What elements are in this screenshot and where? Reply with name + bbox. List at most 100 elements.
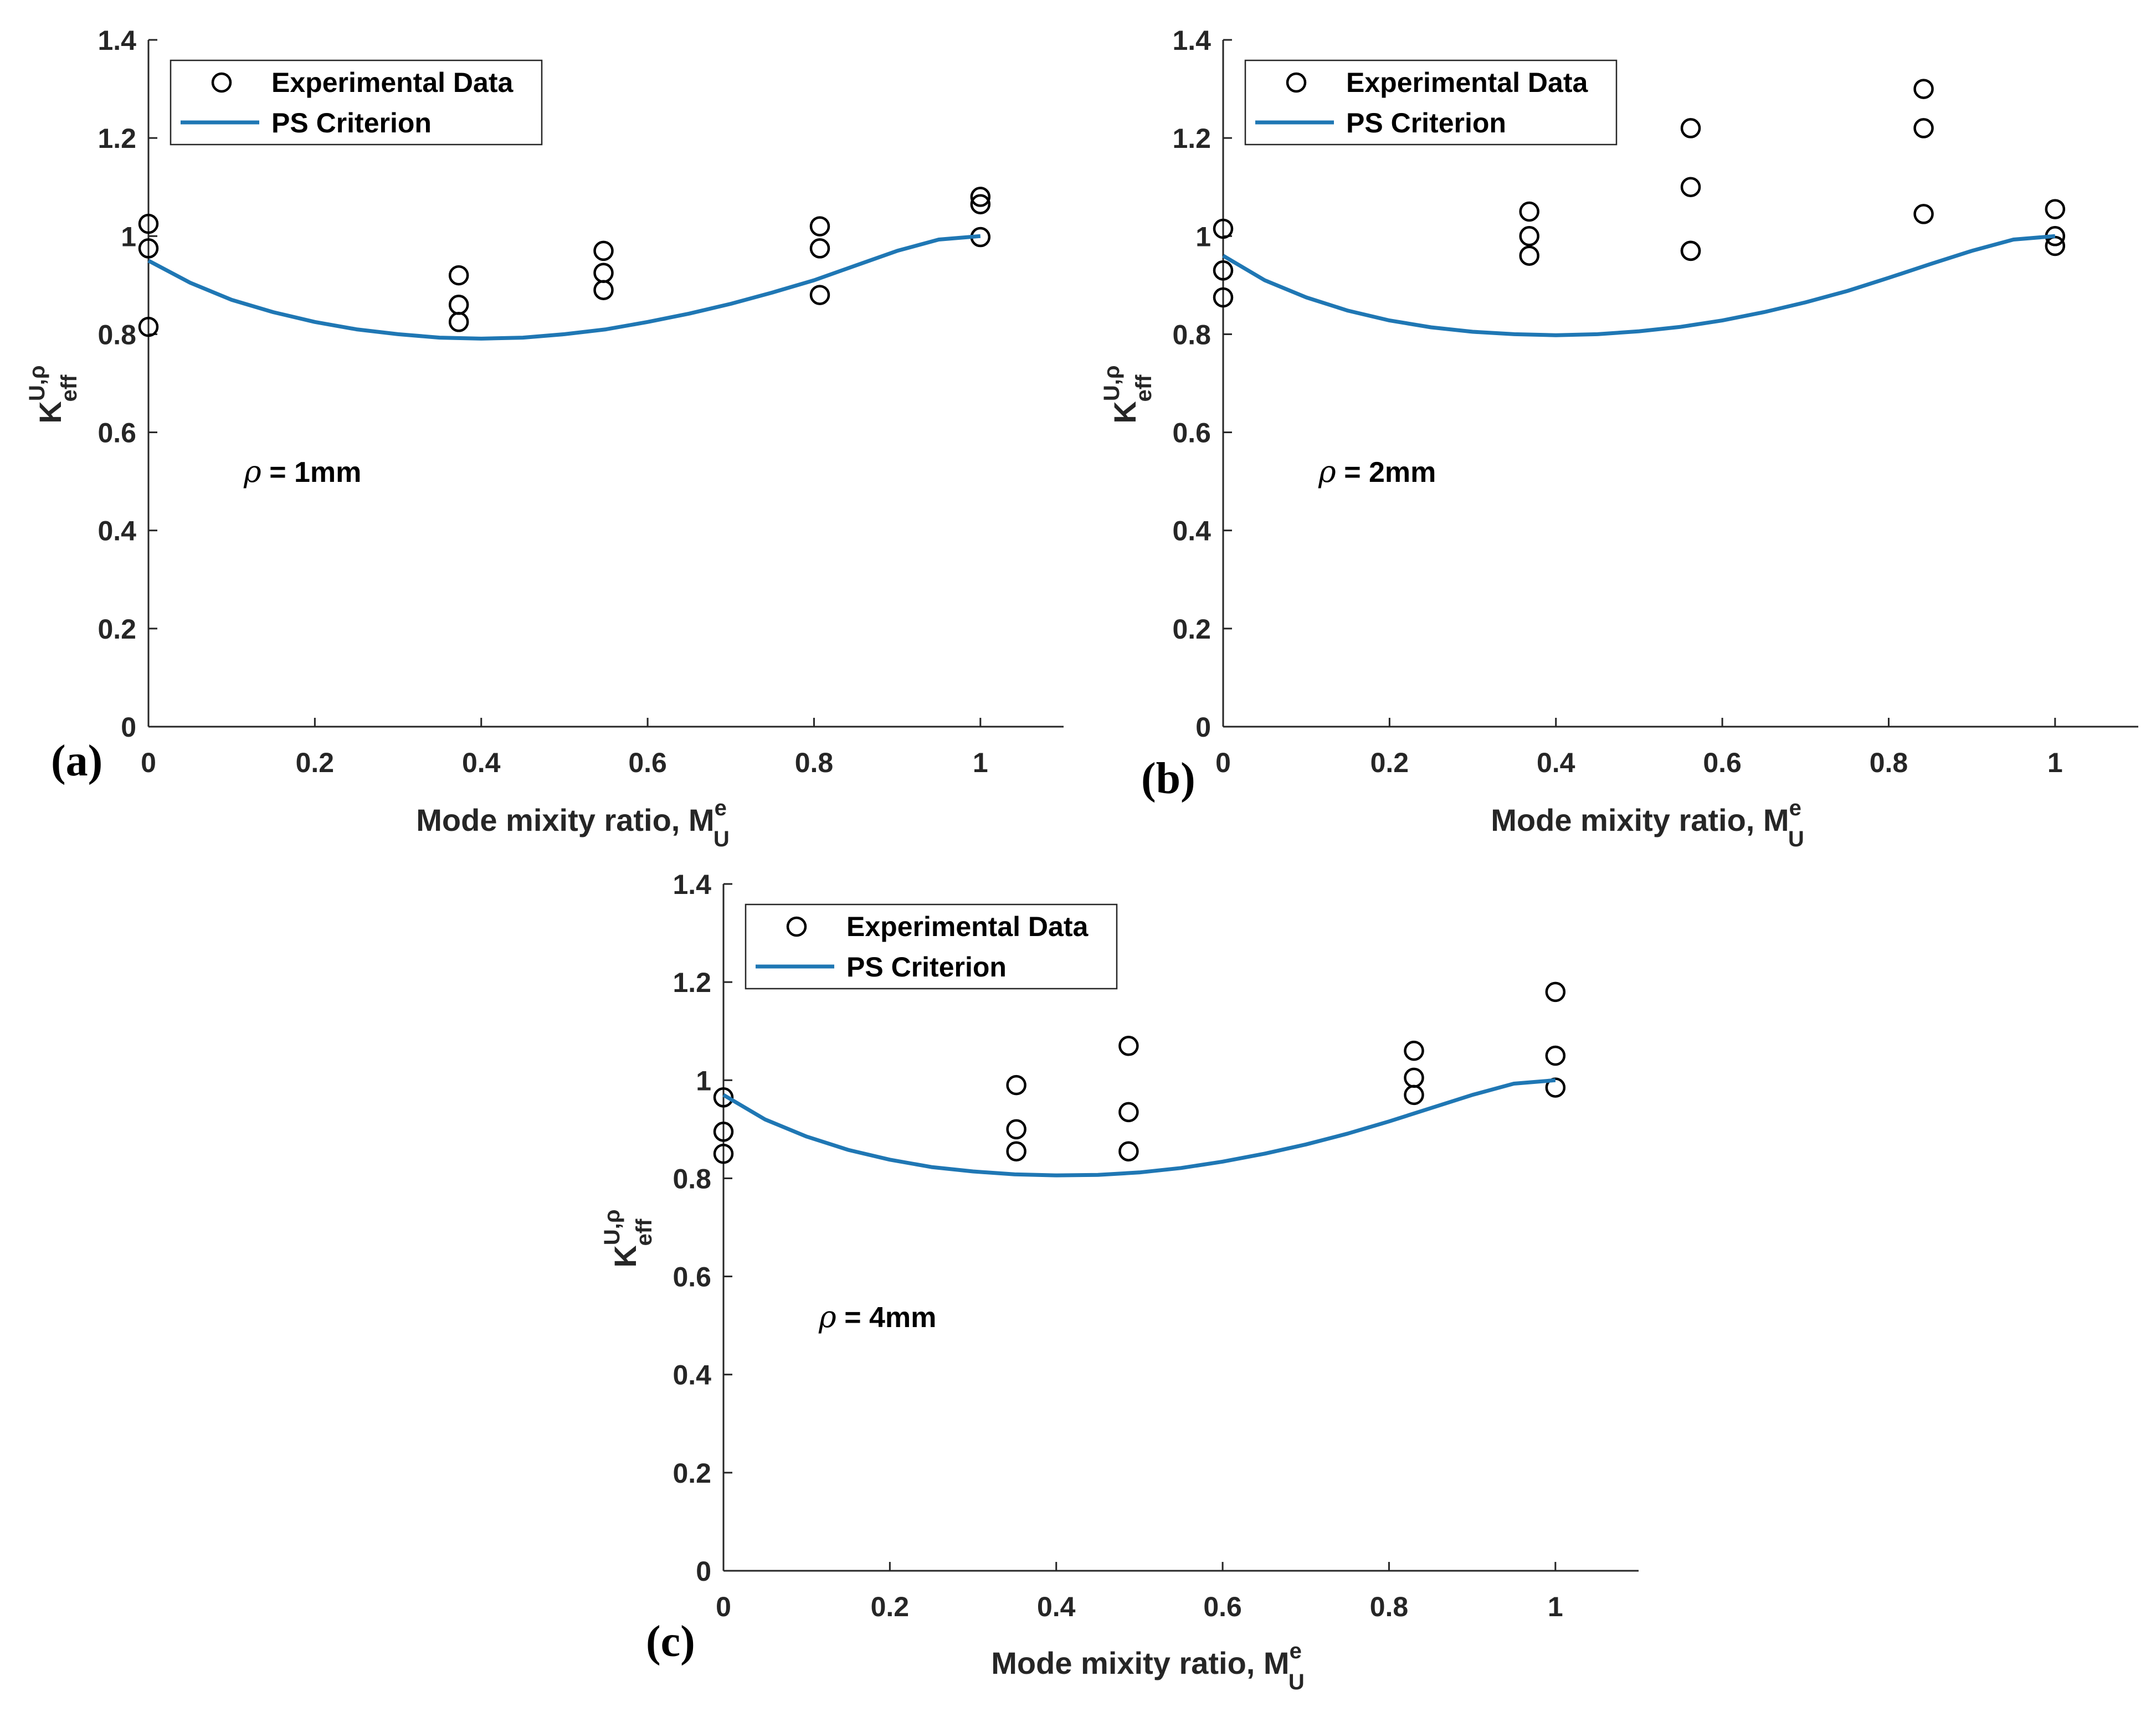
data-point [1213, 260, 1234, 281]
y-tick-label: 0.8 [673, 1163, 711, 1194]
y-tick-label: 0.2 [97, 614, 136, 645]
y-tick-label: 0.4 [1172, 516, 1211, 547]
x-tick-label: 0.8 [1870, 747, 1908, 778]
legend-entry-ps: PS Criterion [846, 952, 1007, 983]
data-point [1404, 1067, 1424, 1088]
data-point [138, 213, 159, 234]
legend: Experimental Data PS Criterion [745, 903, 1118, 990]
legend-entry-ps: PS Criterion [1346, 107, 1506, 138]
ps-criterion-line [722, 1078, 1556, 1178]
x-tick-label: 0.6 [1203, 1591, 1242, 1622]
data-point [448, 295, 469, 315]
y-tick-label: 0.6 [1172, 418, 1211, 449]
data-point [809, 216, 830, 237]
x-axis-label: Mode mixity ratio, Me U [416, 796, 729, 851]
data-point [448, 312, 469, 332]
data-point [1006, 1141, 1026, 1161]
y-tick-label: 1.2 [673, 967, 711, 998]
legend-box [745, 903, 1118, 990]
legend-entry-experimental: Experimental Data [1346, 67, 1588, 98]
data-point [1519, 226, 1539, 246]
y-tick-label: 0.6 [673, 1262, 711, 1293]
y-tick-label: 0.8 [97, 319, 136, 350]
y-axis-label: KU,ρ eff [25, 365, 81, 423]
data-point [713, 1087, 734, 1108]
y-axis-label: KU,ρ eff [600, 1209, 656, 1267]
data-point [1404, 1084, 1424, 1106]
x-tick-label: 0.2 [296, 747, 335, 778]
ps-criterion-line [1222, 234, 2056, 337]
y-tick-label: 1.2 [1172, 123, 1211, 154]
data-point [809, 285, 830, 305]
data-point [1213, 218, 1234, 239]
data-point [2045, 199, 2066, 219]
y-tick-label: 1 [121, 221, 136, 252]
data-point [1913, 204, 1934, 224]
legend-box [170, 59, 543, 146]
y-tick-label: 0 [1195, 712, 1211, 743]
rho-annotation: ρ = 4mm [818, 1299, 936, 1334]
data-point [593, 263, 614, 283]
rho-annotation: ρ = 1mm [243, 454, 361, 489]
legend-box [1244, 59, 1618, 146]
data-point [138, 316, 159, 337]
x-tick-label: 1 [2047, 747, 2063, 778]
x-tick-label: 0.8 [795, 747, 834, 778]
x-tick-label: 1 [1548, 1591, 1563, 1622]
x-tick-label: 0.2 [1370, 747, 1409, 778]
y-tick-label: 0.6 [97, 418, 136, 449]
x-tick-label: 0.4 [1037, 1591, 1076, 1622]
y-tick-label: 0.8 [1172, 319, 1211, 350]
ps-criterion-line [147, 234, 981, 341]
data-point [713, 1143, 734, 1164]
y-tick-label: 1.4 [1172, 25, 1211, 56]
rho-annotation: ρ = 2mm [1318, 454, 1436, 489]
x-tick-label: 0.8 [1370, 1591, 1409, 1622]
data-point [138, 238, 159, 259]
chart-panel-a: 0 0.2 0.4 0.6 0.8 1 1.2 1.4 0 0.2 0.4 0.6 0.8 1 Experi… [25, 25, 1064, 851]
data-point [1213, 287, 1234, 308]
legend-entry-ps: PS Criterion [271, 107, 432, 138]
y-tick-label: 0.4 [97, 516, 136, 547]
legend-marker-circle [786, 916, 807, 937]
y-tick-label: 1.4 [97, 25, 136, 56]
y-tick-label: 1 [1195, 221, 1211, 252]
data-point [809, 238, 830, 259]
y-tick-label: 0 [121, 712, 136, 743]
data-point [1680, 118, 1701, 138]
data-point [970, 187, 991, 207]
y-tick-label: 1.4 [673, 869, 711, 900]
chart-panel-b: 0 0.2 0.4 0.6 0.8 1 1.2 1.4 0 0.2 0.4 0.6 0.8 1 Experi… [1100, 25, 2138, 851]
x-tick-label: 0.2 [871, 1591, 910, 1622]
data-point [1680, 177, 1701, 197]
y-tick-label: 0.2 [1172, 614, 1211, 645]
data-point [1118, 1141, 1139, 1161]
legend-marker-circle [211, 72, 232, 93]
legend: Experimental Data PS Criterion [1244, 59, 1618, 146]
data-point [1006, 1075, 1026, 1096]
data-point [1913, 118, 1934, 138]
panel-label: (c) [646, 1617, 695, 1666]
y-tick-label: 1.2 [97, 123, 136, 154]
x-tick-label: 1 [973, 747, 988, 778]
x-tick-label: 0.4 [462, 747, 501, 778]
data-point [1545, 1077, 1566, 1098]
data-point [1006, 1119, 1026, 1140]
data-point [1680, 240, 1701, 261]
legend-entry-experimental: Experimental Data [846, 911, 1089, 942]
data-point [593, 280, 614, 300]
x-tick-label: 0 [1215, 747, 1231, 778]
y-tick-label: 0 [696, 1556, 711, 1587]
data-point [1519, 201, 1539, 222]
data-point [970, 194, 991, 214]
y-tick-label: 0.2 [673, 1458, 711, 1489]
data-point [1118, 1036, 1139, 1056]
y-axis-label: KU,ρ eff [1100, 365, 1156, 423]
legend-entry-experimental: Experimental Data [271, 67, 514, 98]
panel-label: (b) [1141, 754, 1195, 803]
data-point [448, 265, 469, 286]
x-tick-label: 0 [141, 747, 156, 778]
legend-marker-circle [1286, 72, 1307, 93]
x-tick-label: 0.6 [628, 747, 667, 778]
